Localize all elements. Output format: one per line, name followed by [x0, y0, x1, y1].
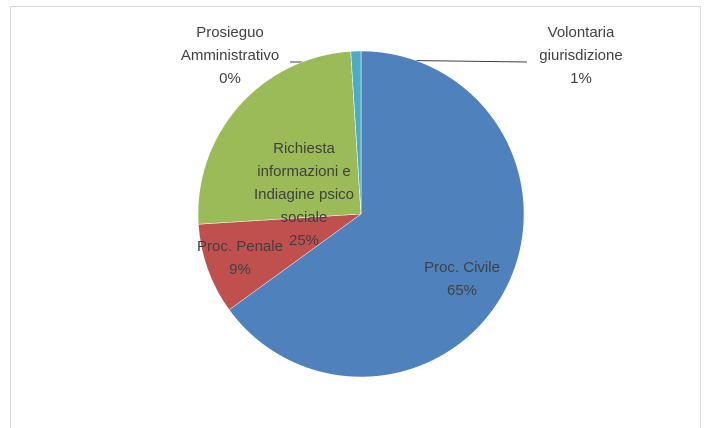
- pie-slice: [228, 50, 525, 378]
- pie-slice: [197, 51, 362, 225]
- slice-value-label: 1%: [570, 70, 592, 87]
- slice-label: Prosieguo Amministrativo: [180, 24, 280, 64]
- slice-value-label: 65%: [446, 282, 478, 299]
- slice-label: Proc. Civile: [424, 259, 500, 276]
- slice-label: Volontaria giurisdizione: [539, 24, 623, 64]
- slice-value-label: 9%: [229, 261, 251, 278]
- slice-label: Richiesta informazioni e Indiagine psico…: [253, 140, 355, 226]
- pie-slice: [350, 50, 362, 215]
- slice-value-label: 25%: [288, 232, 320, 249]
- slice-value-label: 0%: [219, 70, 241, 87]
- chart-frame: [10, 6, 701, 428]
- slice-label: Proc. Penale: [197, 238, 283, 255]
- pie-slice: [198, 213, 362, 311]
